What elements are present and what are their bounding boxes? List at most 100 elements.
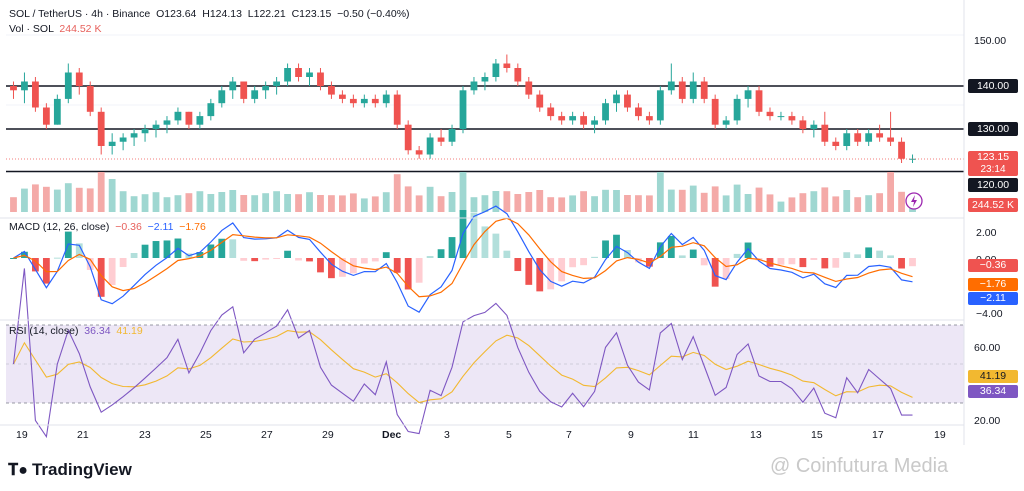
volume-bar xyxy=(624,195,631,212)
lightning-bolt-glyph xyxy=(911,195,917,207)
candle-body xyxy=(854,133,862,142)
candle-body xyxy=(667,81,675,91)
rsi-value-tag: 36.34 xyxy=(968,385,1018,398)
macd-hist-bar xyxy=(86,258,94,270)
volume-bar xyxy=(832,196,840,212)
volume-tag: 244.52 K xyxy=(968,198,1018,212)
candle-body xyxy=(514,68,522,82)
volume-bar xyxy=(251,195,259,212)
time-label: 25 xyxy=(200,429,212,441)
high-value: H124.13 xyxy=(202,8,242,20)
macd-hist-bar xyxy=(591,256,598,258)
volume-bar xyxy=(306,192,313,212)
macd-hist-bar xyxy=(887,255,894,258)
volume-bar xyxy=(876,193,884,212)
volume-bar xyxy=(53,189,61,212)
volume-bar xyxy=(42,186,50,212)
macd-hist-bar xyxy=(75,243,83,258)
rsi-value: 36.34 xyxy=(84,325,111,337)
volume-bar xyxy=(207,194,215,212)
candle-body xyxy=(459,90,467,129)
time-label: 11 xyxy=(688,429,699,441)
macd-hist-bar xyxy=(558,258,566,282)
macd-hist-bar xyxy=(635,258,642,263)
candle-body xyxy=(349,98,357,104)
volume-bar xyxy=(613,190,620,212)
volume-bar xyxy=(810,191,818,212)
time-label: 3 xyxy=(444,429,450,441)
rsi-ma-tag: 41.19 xyxy=(968,370,1018,383)
volume-bar xyxy=(470,197,478,212)
rsi-axis-label-20: 20.00 xyxy=(974,415,1001,427)
macd-hist-bar xyxy=(437,249,445,258)
macd-hist-bar xyxy=(371,258,379,262)
candle-body xyxy=(185,111,193,125)
candle-body xyxy=(503,63,511,68)
macd-hist-bar xyxy=(602,240,609,258)
macd-hist-bar xyxy=(306,258,313,262)
macd-hist-bar xyxy=(163,240,171,258)
volume-bar xyxy=(328,195,335,212)
volume-bar xyxy=(898,191,905,212)
candle-body xyxy=(678,81,686,99)
volume-bar xyxy=(536,190,544,212)
volume-bar xyxy=(371,196,379,212)
candle-body xyxy=(273,81,281,86)
candle-body xyxy=(481,77,489,82)
candle-body xyxy=(558,116,566,121)
candle-body xyxy=(547,107,555,117)
candle-body xyxy=(448,129,456,142)
time-label: 7 xyxy=(566,429,572,441)
volume-bar xyxy=(119,191,127,212)
macd-hist-bar xyxy=(360,258,368,264)
current-price-tag: 123.15 xyxy=(968,151,1018,164)
candle-body xyxy=(21,81,28,91)
candle-body xyxy=(843,133,851,146)
tradingview-logo[interactable]: 𝐓● TradingView xyxy=(8,460,132,480)
volume-bar xyxy=(722,195,730,212)
change-value: −0.50 (−0.40%) xyxy=(337,8,410,20)
candle-body xyxy=(196,116,204,125)
macd-hist-bar xyxy=(898,258,905,269)
macd-hist-bar xyxy=(328,258,335,279)
macd-hist-bar xyxy=(656,242,664,258)
candle-body xyxy=(887,137,894,142)
candle-body xyxy=(865,133,873,142)
macd-lines xyxy=(13,205,913,314)
macd-hist-bar xyxy=(262,258,270,260)
time-label: 13 xyxy=(750,429,762,441)
volume-bar xyxy=(547,197,555,212)
signal-line xyxy=(13,217,913,298)
macd-hist-bar xyxy=(569,258,577,268)
macd-hist-bar xyxy=(854,254,862,258)
volume-bar xyxy=(185,193,193,212)
volume-bar xyxy=(426,186,434,212)
candle-body xyxy=(382,94,390,104)
volume-bar xyxy=(108,179,116,212)
macd-hist-bar xyxy=(865,247,873,258)
macd-hist-bar xyxy=(240,258,248,261)
macd-hist-bar xyxy=(108,258,116,286)
time-label: Dec xyxy=(382,429,402,441)
volume-bar xyxy=(799,193,807,212)
candle-body xyxy=(108,141,116,146)
macd-hist-bar xyxy=(810,258,818,260)
volume-bar xyxy=(141,194,149,212)
macd-hist-bar xyxy=(514,258,522,272)
macd-hist-bar xyxy=(624,250,631,258)
watermark: @ Coinfutura Media xyxy=(770,455,949,477)
volume-bar xyxy=(196,191,204,212)
candle-body xyxy=(163,120,171,125)
candle-body xyxy=(788,116,796,121)
time-label: 19 xyxy=(16,429,28,441)
volume-bar xyxy=(580,191,588,212)
volume-bar xyxy=(755,187,763,212)
volume-bar xyxy=(393,174,401,212)
candle-body xyxy=(240,81,248,99)
candle-body xyxy=(152,124,160,129)
candle-body xyxy=(10,86,17,91)
macd-hist-bar xyxy=(448,237,456,258)
volume-bar xyxy=(415,195,423,212)
macd-hist-bar xyxy=(689,249,697,258)
